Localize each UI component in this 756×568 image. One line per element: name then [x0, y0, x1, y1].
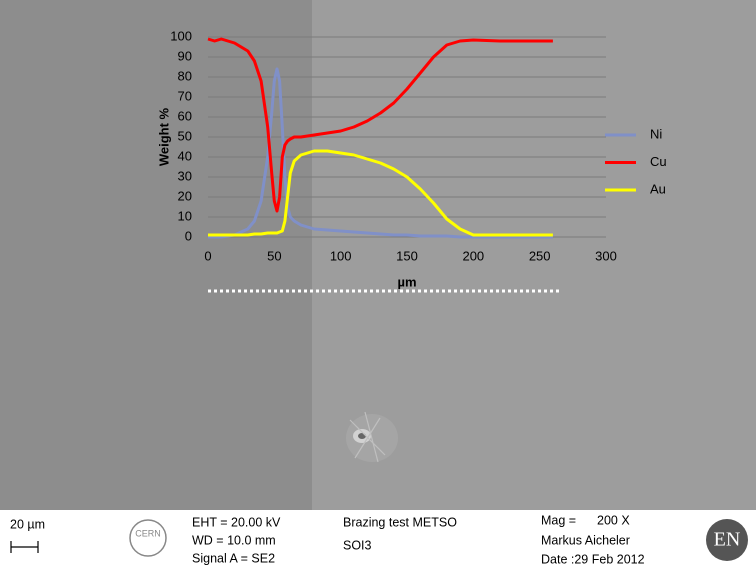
legend-label: Ni: [650, 126, 662, 141]
wd: WD = 10.0 mm: [192, 533, 276, 547]
operator: Markus Aicheler: [541, 533, 630, 547]
x-tick-label: 50: [267, 248, 281, 263]
project: Brazing test METSO: [343, 515, 457, 529]
chart: Weight % µm 0 10 20 30 40 50 60 70 80 90 100 0 50 100…: [156, 28, 666, 289]
y-tick-label: 20: [178, 188, 192, 203]
x-axis-title: µm: [397, 274, 416, 289]
signal: Signal A = SE2: [192, 551, 275, 565]
x-tick-label: 300: [595, 248, 617, 263]
en-logo-text: EN: [714, 529, 741, 551]
y-tick-label: 90: [178, 48, 192, 63]
info-bar-content: 20 µm CERN EHT = 20.00 kV WD = 10.0 mm S…: [10, 513, 748, 566]
date: Date :29 Feb 2012: [541, 552, 645, 566]
x-tick-label: 200: [462, 248, 484, 263]
eht: EHT = 20.00 kV: [192, 515, 281, 529]
y-tick-label: 50: [178, 128, 192, 143]
cern-logo-text: CERN: [135, 528, 161, 538]
x-tick-label: 0: [204, 248, 211, 263]
y-tick-label: 0: [185, 228, 192, 243]
x-tick-label: 150: [396, 248, 418, 263]
cern-logo: [129, 519, 167, 557]
y-tick-label: 60: [178, 108, 192, 123]
y-axis-title: Weight %: [156, 107, 171, 166]
info-bar: [0, 510, 756, 568]
y-tick-label: 30: [178, 168, 192, 183]
data-line: [208, 67, 553, 239]
sample: SOI3: [343, 538, 372, 552]
en-logo: [706, 519, 748, 561]
y-tick-label: 10: [178, 208, 192, 223]
x-tick-label: 250: [529, 248, 551, 263]
y-tick-label: 80: [178, 68, 192, 83]
x-tick-label: 100: [330, 248, 352, 263]
scale-bar: [10, 541, 39, 553]
y-tick-label: 100: [170, 28, 192, 43]
y-tick-label: 40: [178, 148, 192, 163]
data-line: [207, 37, 553, 213]
mag-value: 200 X: [597, 513, 630, 527]
scale-label: 20 µm: [10, 517, 45, 531]
legend-label: Au: [650, 181, 666, 196]
sem-image-dark: [0, 0, 312, 510]
particle: [346, 411, 398, 463]
data-line: [208, 149, 553, 237]
legend-label: Cu: [650, 154, 667, 169]
mag-label: Mag =: [541, 513, 576, 527]
y-tick-label: 70: [178, 88, 192, 103]
